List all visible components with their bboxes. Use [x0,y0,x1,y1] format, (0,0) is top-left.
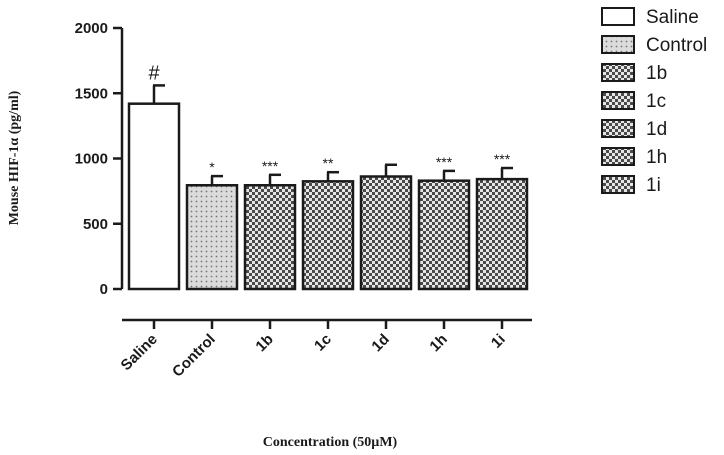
bar-1b [243,184,297,291]
significance-mark: *** [436,154,453,170]
x-tick-label: 1d [368,331,392,355]
legend-swatch [601,175,635,194]
y-tick-label: 0 [100,281,108,298]
legend-entry: Control [646,35,707,56]
y-axis-label: Mouse HIF-1α (pg/ml) [7,90,22,225]
x-tick-label: 1b [252,331,276,355]
significance-mark: *** [262,158,279,174]
x-tick-label: 1i [488,331,509,352]
legend-entry: 1i [646,175,661,196]
y-tick-label: 500 [83,216,108,233]
y-axis: 0 500 1000 1500 2000 [75,20,124,298]
x-axis-label: Concentration (50µM) [263,435,398,450]
legend-swatch [601,7,635,26]
legend-entry: 1c [646,91,666,112]
significance-mark: *** [494,151,511,167]
legend-entry: 1b [646,63,667,84]
legend-entry: 1d [646,119,667,140]
legend-swatch [601,119,635,138]
legend-entry: Saline [646,7,699,28]
bar-Control [185,184,239,291]
x-tick-label: Control [169,331,219,381]
bar-Saline [127,102,181,291]
bar-1h [417,179,471,291]
y-tick-label: 2000 [75,20,108,37]
legend-swatch [601,63,635,82]
bar-1d [359,175,413,291]
x-axis: Saline Control 1b 1c 1d 1h 1i [118,318,532,381]
x-tick-label: 1c [311,331,335,355]
x-tick-label: 1h [426,331,450,355]
bar-1i [475,177,529,291]
bars-group: #* *** ** *** *** [127,62,529,291]
significance-mark: ** [323,155,334,171]
legend-swatch [601,35,635,54]
legend-swatch [601,147,635,166]
legend: Saline Control 1b 1c 1d 1h 1i [601,7,707,196]
y-tick-label: 1000 [75,151,108,168]
significance-mark: * [209,159,215,175]
bar-1c [301,180,355,291]
x-tick-label: Saline [118,331,161,374]
legend-swatch [601,91,635,110]
significance-mark: # [148,62,160,84]
legend-entry: 1h [646,147,667,168]
y-tick-label: 1500 [75,85,108,102]
